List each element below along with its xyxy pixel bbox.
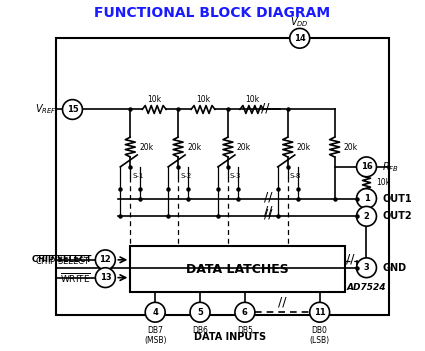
Text: $V_{DD}$: $V_{DD}$ <box>290 15 309 29</box>
Text: S-3: S-3 <box>230 173 241 179</box>
Circle shape <box>145 302 165 322</box>
Bar <box>56 38 389 315</box>
Text: DB5: DB5 <box>237 326 253 335</box>
Text: 5: 5 <box>197 308 203 317</box>
Text: S-8: S-8 <box>290 173 301 179</box>
Text: //: // <box>264 208 272 221</box>
Circle shape <box>290 28 310 48</box>
Text: S-2: S-2 <box>180 173 191 179</box>
Text: DATA LATCHES: DATA LATCHES <box>186 263 289 276</box>
Text: DB7
(MSB): DB7 (MSB) <box>144 326 167 345</box>
Circle shape <box>357 258 377 278</box>
Text: 1: 1 <box>363 194 369 203</box>
Circle shape <box>190 302 210 322</box>
Text: 6: 6 <box>242 308 248 317</box>
Text: $V_{REF}$: $V_{REF}$ <box>35 102 57 117</box>
Text: 10k: 10k <box>245 95 259 104</box>
Text: S-1: S-1 <box>132 173 144 179</box>
Text: DATA INPUTS: DATA INPUTS <box>194 332 266 342</box>
Circle shape <box>357 157 377 177</box>
Text: 10k: 10k <box>377 178 391 187</box>
Text: 13: 13 <box>99 273 111 282</box>
Circle shape <box>357 188 377 208</box>
Text: OUT1: OUT1 <box>382 193 412 204</box>
Bar <box>130 246 345 292</box>
Text: 15: 15 <box>67 105 78 114</box>
Text: 20k: 20k <box>297 143 311 152</box>
Circle shape <box>235 302 255 322</box>
Text: //: // <box>278 296 286 309</box>
Circle shape <box>95 268 115 287</box>
Circle shape <box>95 250 115 270</box>
Text: FUNCTIONAL BLOCK DIAGRAM: FUNCTIONAL BLOCK DIAGRAM <box>94 6 330 20</box>
Text: GND: GND <box>382 263 407 273</box>
Text: 20k: 20k <box>187 143 201 152</box>
Text: 12: 12 <box>99 255 111 264</box>
Text: 11: 11 <box>314 308 326 317</box>
Text: OUT2: OUT2 <box>382 211 412 221</box>
Text: 3: 3 <box>364 263 369 272</box>
Text: $\overline{\mathrm{CHIP\ SELECT}}$: $\overline{\mathrm{CHIP\ SELECT}}$ <box>35 253 91 267</box>
Text: 20k: 20k <box>237 143 251 152</box>
Text: 16: 16 <box>361 163 372 171</box>
Circle shape <box>357 206 377 226</box>
Text: $R_{FB}$: $R_{FB}$ <box>382 160 399 174</box>
Text: CHIP SELECT: CHIP SELECT <box>32 255 91 264</box>
Text: //: // <box>264 205 272 218</box>
Text: DB6: DB6 <box>192 326 208 335</box>
Text: $\overline{\mathrm{WRITE}}$: $\overline{\mathrm{WRITE}}$ <box>60 271 91 285</box>
Text: //: // <box>264 190 272 203</box>
Text: AD7524: AD7524 <box>346 284 386 292</box>
Text: 4: 4 <box>152 308 158 317</box>
Text: 20k: 20k <box>139 143 153 152</box>
Text: 20k: 20k <box>343 143 358 152</box>
Circle shape <box>62 100 82 119</box>
Text: //: // <box>261 101 269 114</box>
Text: //: // <box>346 252 355 265</box>
Text: 10k: 10k <box>196 95 210 104</box>
Text: 10k: 10k <box>147 95 161 104</box>
Text: 14: 14 <box>294 34 306 43</box>
Text: 2: 2 <box>363 212 369 221</box>
Text: DB0
(LSB): DB0 (LSB) <box>309 326 330 345</box>
Circle shape <box>310 302 330 322</box>
